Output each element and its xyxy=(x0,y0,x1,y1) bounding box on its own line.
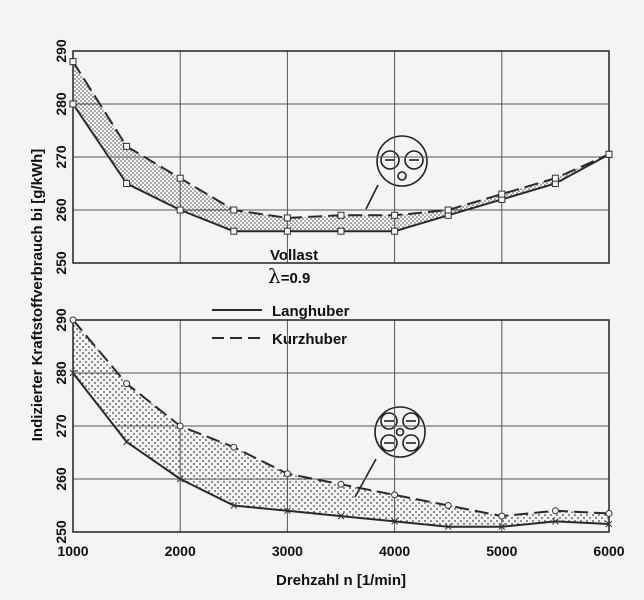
data-point-langhuber xyxy=(391,227,399,235)
y-tick-label: 270 xyxy=(53,145,69,169)
x-tick-label: 5000 xyxy=(486,543,517,559)
data-point-kurzhuber xyxy=(230,443,238,451)
data-point-kurzhuber xyxy=(176,174,184,182)
x-axis-title: Drehzahl n [1/min] xyxy=(276,572,406,589)
condition-label: Vollast xyxy=(270,247,318,264)
data-point-kurzhuber xyxy=(123,380,131,388)
data-point-langhuber xyxy=(69,100,77,108)
data-point-langhuber xyxy=(552,518,559,525)
plot-frame xyxy=(72,319,610,533)
y-tick-label: 250 xyxy=(53,520,69,544)
x-tick-label: 2000 xyxy=(165,543,196,559)
data-point-langhuber xyxy=(444,523,452,531)
data-point-langhuber xyxy=(69,369,77,377)
data-point-kurzhuber xyxy=(551,507,559,515)
data-point-kurzhuber xyxy=(283,214,291,222)
data-point-langhuber xyxy=(123,438,130,446)
x-tick-label: 4000 xyxy=(379,543,410,559)
fill-between-area xyxy=(73,61,609,232)
legend: Langhuber Kurzhuber xyxy=(212,303,350,348)
data-point-kurzhuber xyxy=(605,509,613,517)
data-point-kurzhuber xyxy=(605,150,613,158)
data-point-langhuber xyxy=(391,518,398,525)
data-point-langhuber xyxy=(337,227,345,235)
data-point-kurzhuber xyxy=(283,470,291,478)
data-point-kurzhuber xyxy=(69,58,77,66)
x-tick-label: 1000 xyxy=(57,543,88,559)
data-point-kurzhuber xyxy=(230,206,238,214)
data-point-kurzhuber xyxy=(551,174,559,182)
data-point-langhuber xyxy=(284,507,291,515)
data-point-langhuber xyxy=(230,227,238,235)
y-tick-label: 270 xyxy=(53,414,69,438)
y-tick-label: 260 xyxy=(53,198,69,222)
data-point-kurzhuber xyxy=(337,480,345,488)
x-tick-label: 3000 xyxy=(272,543,303,559)
lambda-symbol: λ xyxy=(268,264,281,288)
data-point-kurzhuber xyxy=(498,190,506,198)
y-tick-label: 280 xyxy=(53,361,69,385)
data-point-kurzhuber xyxy=(123,142,131,150)
data-point-langhuber xyxy=(230,502,238,509)
data-point-langhuber xyxy=(337,512,345,520)
chart-panel-top: 250 260 270 280 290 xyxy=(53,39,613,275)
fill-between-area xyxy=(73,320,609,527)
data-point-kurzhuber xyxy=(444,502,452,509)
data-point-kurzhuber xyxy=(498,512,506,520)
data-point-kurzhuber xyxy=(391,491,399,499)
lambda-value: =0.9 xyxy=(281,270,311,287)
legend-label-langhuber: Langhuber xyxy=(272,303,350,320)
engine-4valve-icon xyxy=(354,406,426,498)
engine-2valve-icon xyxy=(365,135,428,210)
chart-panels: 250 260 270 280 290 250 260 270 280 290 1000 2000 30… xyxy=(53,39,625,559)
data-point-langhuber xyxy=(123,180,131,187)
data-point-kurzhuber xyxy=(337,211,345,219)
data-point-langhuber xyxy=(498,523,506,531)
data-point-kurzhuber xyxy=(176,422,184,430)
legend-label-kurzhuber: Kurzhuber xyxy=(272,331,347,348)
y-tick-label: 290 xyxy=(53,308,69,332)
y-tick-label: 290 xyxy=(53,39,69,63)
data-point-langhuber xyxy=(176,475,184,483)
data-point-kurzhuber xyxy=(69,316,77,324)
chart-panel-bottom: 250 260 270 280 290 1000 2000 3000 4000 5000 6000 xyxy=(53,308,625,559)
data-point-langhuber xyxy=(283,227,291,235)
data-point-langhuber xyxy=(605,520,613,528)
y-tick-label: 250 xyxy=(53,251,69,275)
x-tick-label: 6000 xyxy=(593,543,624,559)
data-point-langhuber xyxy=(176,206,184,214)
y-tick-label: 260 xyxy=(53,467,69,491)
data-point-kurzhuber xyxy=(391,211,399,219)
y-axis-title: Indizierter Kraftstoffverbrauch bi [g/kW… xyxy=(29,149,46,442)
y-tick-label: 280 xyxy=(53,92,69,116)
lambda-label: λ=0.9 xyxy=(268,264,310,288)
data-point-kurzhuber xyxy=(444,206,452,214)
